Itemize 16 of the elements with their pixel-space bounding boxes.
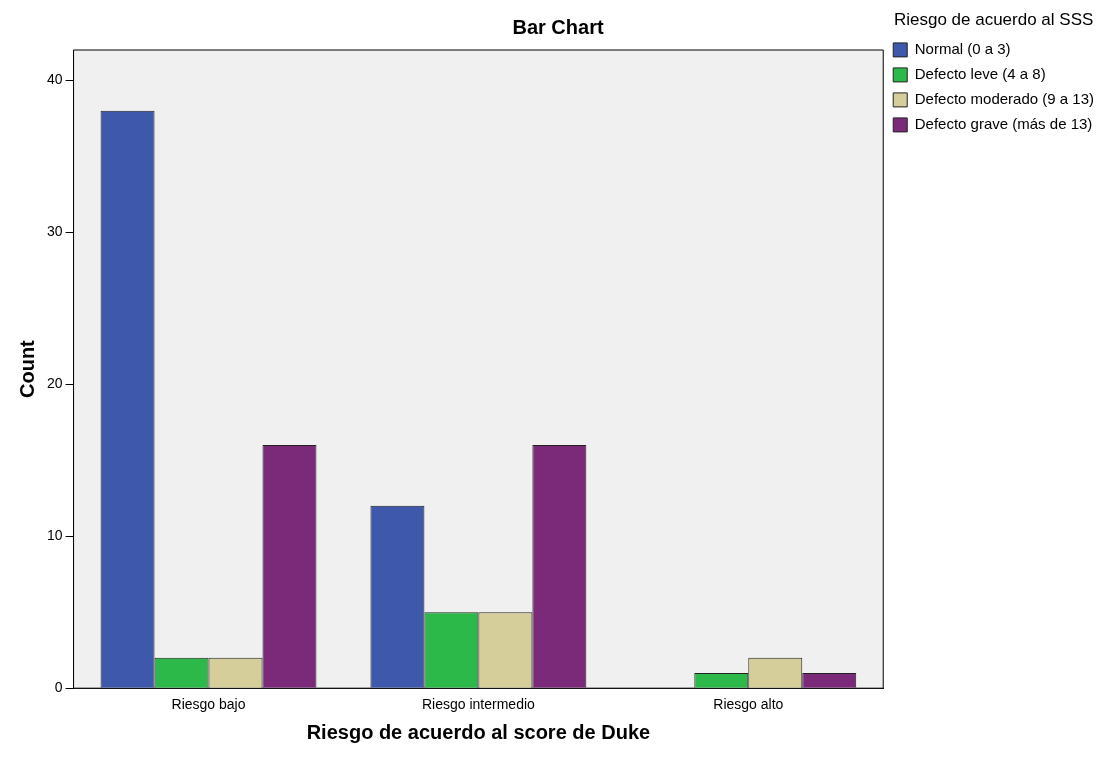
x-tick-label: Riesgo bajo: [171, 696, 246, 713]
y-tick-label: 30: [46, 223, 63, 240]
y-tick-label: 20: [46, 375, 63, 392]
y-tick-label: 0: [54, 679, 63, 696]
x-tick-label: Riesgo alto: [713, 696, 784, 713]
legend-title: Riesgo de acuerdo al SSS: [893, 10, 1094, 30]
legend-label: Defecto grave (más de 13): [914, 115, 1093, 133]
legend-label: Normal (0 a 3): [914, 40, 1011, 58]
legend-label: Defecto moderado (9 a 13): [914, 90, 1095, 108]
y-tick-label: 10: [46, 527, 63, 544]
y-axis-title: Count: [15, 339, 38, 398]
chart-title: Bar Chart: [512, 15, 604, 38]
legend-label: Defecto leve (4 a 8): [914, 65, 1046, 83]
y-tick-label: 40: [46, 71, 63, 88]
x-axis-title: Riesgo de acuerdo al score de Duke: [306, 720, 651, 743]
x-tick-label: Riesgo intermedio: [421, 696, 536, 713]
